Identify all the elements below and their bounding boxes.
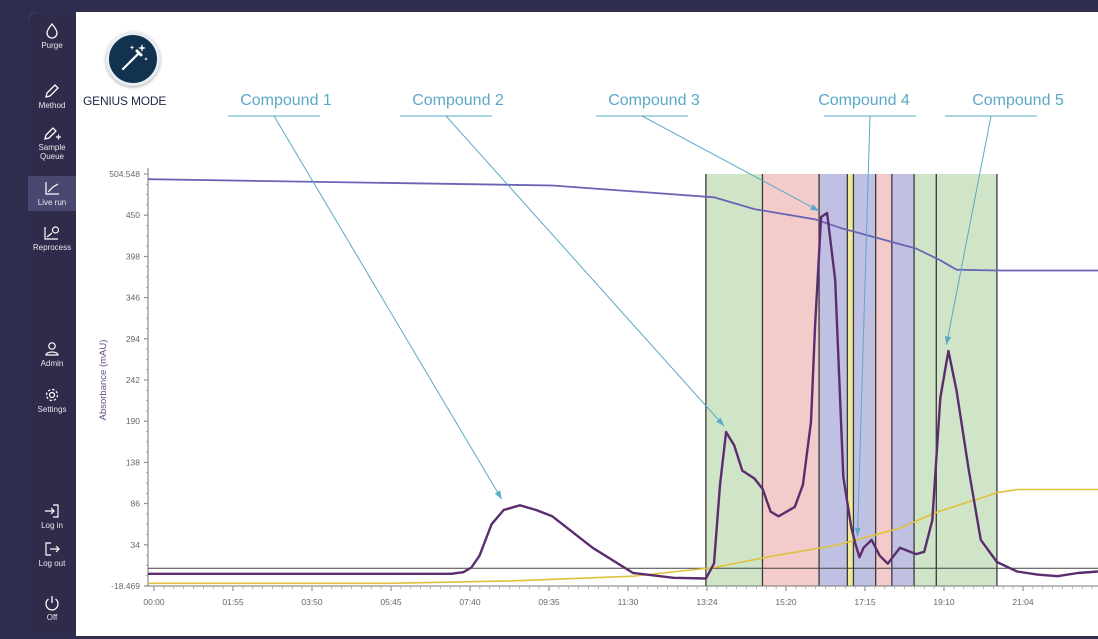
x-tick-label: 19:10 — [933, 597, 955, 607]
fraction-window — [936, 174, 997, 586]
y-tick-label: 138 — [126, 457, 140, 467]
fraction-window — [847, 174, 854, 586]
sidebar-item-off[interactable]: Off — [28, 594, 76, 622]
x-tick-label: 00:00 — [143, 597, 165, 607]
sidebar-item-label: Purge — [41, 41, 63, 50]
y-tick-label: 450 — [126, 210, 140, 220]
x-tick-label: 09:35 — [538, 597, 560, 607]
sidebar-item-reprocess[interactable]: Reprocess — [28, 224, 76, 252]
x-tick-label: 01:55 — [222, 597, 244, 607]
compound-pointer-line — [945, 115, 992, 345]
pen-plus-icon — [44, 127, 61, 140]
sidebar-item-settings[interactable]: Settings — [28, 386, 76, 414]
x-tick-label: 11:30 — [618, 597, 639, 607]
compound-pointer-line — [445, 115, 725, 427]
sidebar-item-log-out[interactable]: Log out — [28, 540, 76, 568]
chart-search-icon — [44, 226, 60, 240]
logout-icon — [45, 542, 60, 556]
fraction-window — [914, 174, 937, 586]
fraction-window — [819, 174, 848, 586]
x-tick-label: 03:50 — [301, 597, 323, 607]
y-tick-label: 86 — [131, 499, 141, 509]
sidebar-item-log-in[interactable]: Log in — [28, 502, 76, 530]
genius-mode-button[interactable] — [106, 32, 160, 86]
compound-pointer-arrowhead — [810, 204, 820, 211]
compound-4-label: Compound 4 — [818, 92, 910, 109]
y-tick-label: 242 — [126, 375, 140, 385]
login-icon — [45, 504, 59, 518]
compound-pointer-arrowhead — [945, 336, 952, 345]
sidebar-item-label: Settings — [37, 405, 67, 414]
compound-pointer-arrowhead — [716, 417, 725, 426]
pen-icon — [45, 84, 59, 98]
sidebar-item-label: Reprocess — [32, 243, 72, 252]
sidebar-item-purge[interactable]: Purge — [28, 22, 76, 50]
sidebar-item-sample-queue[interactable]: Sample Queue — [28, 124, 76, 161]
x-tick-label: 15:20 — [775, 597, 797, 607]
y-tick-label: 34 — [131, 540, 141, 550]
x-tick-label: 21:04 — [1012, 597, 1034, 607]
x-tick-label: 17:15 — [854, 597, 876, 607]
gradient-trace-line — [147, 178, 1098, 272]
fraction-window — [762, 174, 820, 586]
sidebar-item-label: Log in — [41, 521, 63, 530]
solvent-ramp-line — [148, 488, 1098, 585]
y-tick-label: 398 — [126, 251, 140, 261]
sidebar-item-label: Off — [46, 613, 58, 622]
y-tick-label: 190 — [126, 416, 140, 426]
x-tick-label: 07:40 — [459, 597, 481, 607]
absorbance-trace-line — [148, 211, 1098, 580]
y-axis-label: Absorbance (mAU) — [98, 340, 109, 421]
gear-icon — [45, 388, 59, 402]
sidebar-item-method[interactable]: Method — [28, 82, 76, 110]
compound-pointer-line — [273, 115, 503, 500]
compound-pointer-arrowhead — [494, 490, 502, 500]
sidebar-item-admin[interactable]: Admin — [28, 340, 76, 368]
fraction-window — [705, 174, 763, 586]
sidebar-item-label: Log out — [38, 559, 66, 568]
y-tick-label: 504.548 — [109, 169, 140, 179]
drop-icon — [46, 22, 58, 39]
sidebar: Purge Method Sample Queue Live run Repro… — [28, 12, 76, 636]
line-chart-icon — [45, 182, 59, 195]
genius-mode-label: GENIUS MODE — [83, 94, 167, 108]
y-tick-label: 294 — [126, 334, 140, 344]
sidebar-item-label: Sample Queue — [38, 143, 66, 161]
y-tick-label: -18.469 — [111, 581, 140, 591]
user-icon — [45, 342, 59, 356]
sidebar-item-label: Admin — [40, 359, 64, 368]
compound-pointer-arrowhead — [854, 527, 861, 537]
sidebar-item-live-run[interactable]: Live run — [28, 176, 76, 211]
app-frame: Purge Method Sample Queue Live run Repro… — [28, 12, 1098, 636]
sidebar-item-label: Live run — [37, 198, 67, 207]
x-tick-label: 05:45 — [380, 597, 402, 607]
y-tick-label: 346 — [126, 293, 140, 303]
power-icon — [45, 596, 59, 611]
sidebar-item-label: Method — [38, 101, 66, 110]
compound-2-label: Compound 2 — [412, 92, 504, 109]
compound-pointer-line — [641, 115, 820, 212]
x-tick-label: 13:24 — [696, 597, 718, 607]
compound-pointer-line — [856, 115, 871, 537]
fraction-window — [891, 174, 915, 586]
compound-1-label: Compound 1 — [240, 92, 332, 109]
compound-3-label: Compound 3 — [608, 92, 700, 109]
main-content: GENIUS MODE Compound 1 Compound 2 Compou… — [76, 12, 1098, 636]
chromatogram-chart: 504.5484503983462942421901388634-18.4690… — [98, 115, 1098, 607]
magic-wand-icon — [121, 44, 148, 71]
fraction-window — [875, 174, 892, 586]
compound-5-label: Compound 5 — [972, 92, 1064, 109]
